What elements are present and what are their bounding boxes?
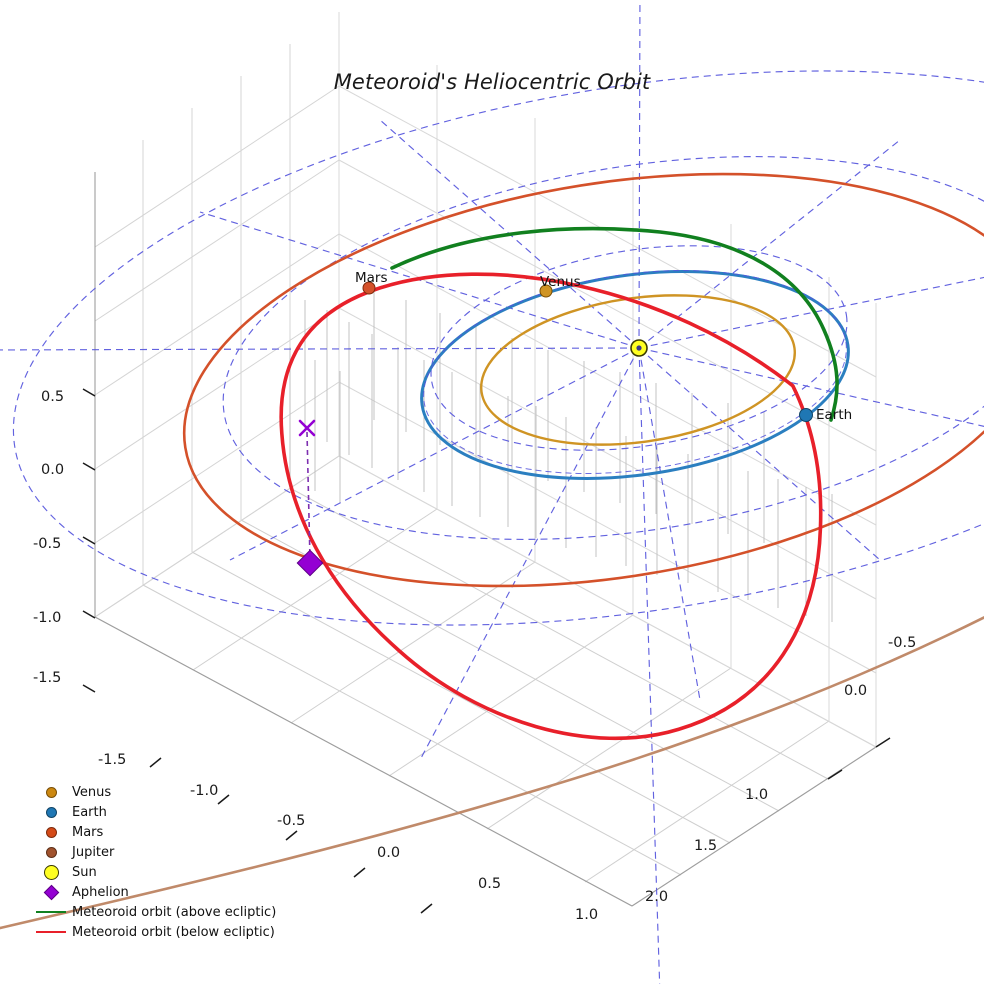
x-tick-label: 1.5 [694,838,718,854]
aphelion-projection-line [306,431,311,561]
y-tick-label: -0.5 [888,635,917,651]
z-tick-label: -0.5 [33,536,62,552]
x-tick-label: 1.0 [575,907,599,923]
y-tick-label: 1.0 [745,787,769,803]
z-tick-label: 0.0 [41,462,65,478]
legend-label: Aphelion [72,884,129,900]
legend-label: Sun [72,864,97,880]
label-earth: Earth [816,407,853,423]
jupiter-dot-icon [30,842,72,862]
perihelion-cross-marker [298,419,316,437]
jupiter-orbit [0,616,984,930]
legend-item-jupiter[interactable]: Jupiter [30,842,290,862]
legend-label: Venus [72,784,112,800]
venus-orbit [480,294,796,446]
legend-item-aphelion[interactable]: Aphelion [30,882,290,902]
mars-orbit [182,172,984,588]
drop-lines [289,288,833,622]
legend-label: Meteoroid orbit (above ecliptic) [72,904,277,920]
x-tick-label: 2.0 [645,889,669,905]
legend-label: Earth [72,804,107,820]
green-line-icon [30,902,72,922]
label-mars: Mars [355,270,388,286]
mars-marker [362,281,376,295]
legend-item-mars[interactable]: Mars [30,822,290,842]
mars-dot-icon [30,822,72,842]
aphelion-diamond-icon [30,882,72,902]
legend-item-sun[interactable]: Sun [30,862,290,882]
z-tick-label: -1.0 [33,610,62,626]
z-tick-label: -1.5 [33,670,62,686]
sun-marker [630,339,648,357]
legend-label: Jupiter [72,844,115,860]
venus-marker [539,284,553,298]
x-tick-label: -1.0 [190,783,219,799]
x-tick-label: -1.5 [98,752,127,768]
axis-tick-marks [82,388,891,914]
earth-dot-icon [30,802,72,822]
legend-item-orbit-below-ecliptic[interactable]: Meteoroid orbit (below ecliptic) [30,922,290,942]
legend: Venus Earth Mars Jupiter Sun [30,782,290,942]
red-line-icon [30,922,72,942]
x-tick-label: -0.5 [277,813,306,829]
earth-marker [799,408,813,422]
legend-item-orbit-above-ecliptic[interactable]: Meteoroid orbit (above ecliptic) [30,902,290,922]
x-tick-label: 0.5 [478,876,502,892]
page-title: Meteoroid's Heliocentric Orbit [333,70,651,94]
z-tick-label: 0.5 [41,389,65,405]
legend-item-venus[interactable]: Venus [30,782,290,802]
legend-label: Mars [72,824,104,840]
y-tick-label: 0.0 [844,683,868,699]
meteoroid-orbit-above-ecliptic [390,226,839,422]
legend-label: Meteoroid orbit (below ecliptic) [72,924,275,940]
sun-dot-icon [30,862,72,882]
axes-pane-grid [94,12,877,907]
aphelion-marker [296,549,324,577]
meteoroid-orbit-below-ecliptic [279,272,823,741]
legend-item-earth[interactable]: Earth [30,802,290,822]
earth-orbit-ecliptic-shadow [423,270,847,474]
label-venus: Venus [540,274,581,290]
x-tick-label: 0.0 [377,845,401,861]
earth-orbit [420,270,850,480]
venus-dot-icon [30,782,72,802]
